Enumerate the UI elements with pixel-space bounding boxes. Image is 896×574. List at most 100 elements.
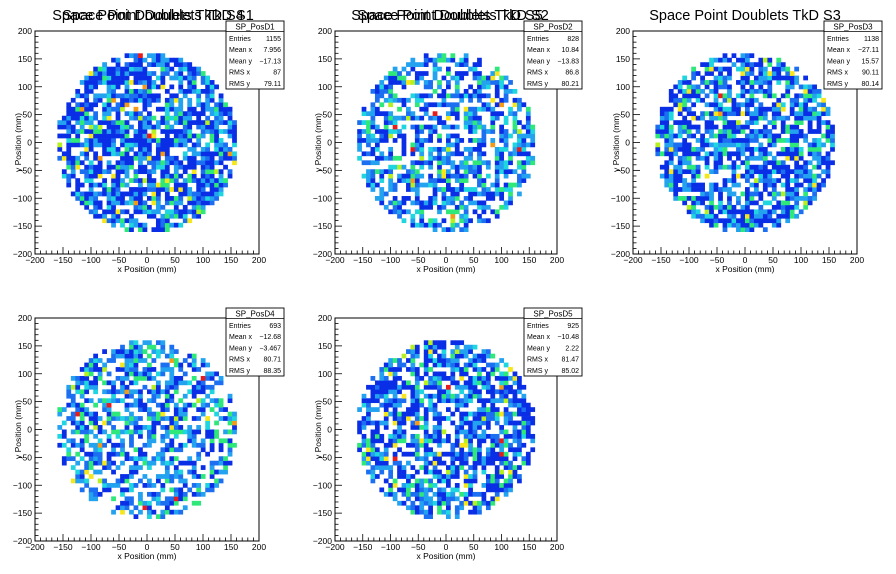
heatmap-bin [494, 164, 500, 170]
heatmap-bin [450, 164, 456, 170]
heatmap-bin [454, 398, 460, 404]
stats-value: 1138 [864, 36, 879, 43]
heatmap-bin [414, 75, 420, 81]
heatmap-bin [472, 491, 478, 497]
heatmap-bin [138, 138, 143, 143]
heatmap-bin [142, 407, 148, 412]
heatmap-bin [151, 483, 157, 488]
heatmap-bin [173, 164, 179, 170]
heatmap-bin [374, 155, 380, 161]
heatmap-bin [807, 160, 813, 166]
heatmap-bin [472, 509, 478, 515]
heatmap-bin [160, 138, 166, 143]
heatmap-bin [767, 75, 773, 81]
heatmap-bin [374, 447, 380, 453]
heatmap-bin [133, 196, 139, 201]
heatmap-bin [84, 384, 90, 390]
heatmap-bin [718, 191, 723, 197]
heatmap-bin [525, 120, 531, 125]
heatmap-bin [512, 433, 518, 439]
heatmap-bin [727, 213, 732, 219]
heatmap-bin [133, 106, 139, 112]
heatmap-bin [191, 173, 197, 179]
heatmap-bin [807, 84, 813, 90]
heatmap-bin [379, 129, 385, 134]
heatmap-bin [432, 451, 438, 457]
heatmap-bin [727, 222, 732, 228]
heatmap-bin [120, 196, 125, 201]
heatmap-bin [668, 182, 674, 188]
heatmap-bin [79, 420, 85, 426]
heatmap-bin [401, 200, 407, 206]
heatmap-bin [780, 173, 786, 179]
y-tick-label: 100 [318, 369, 332, 379]
heatmap-bin [84, 142, 90, 148]
heatmap-bin [388, 411, 394, 417]
heatmap-bin [450, 469, 456, 475]
heatmap-bin [160, 389, 166, 395]
heatmap-bin [437, 425, 442, 430]
heatmap-bin [512, 182, 518, 188]
heatmap-bin [437, 380, 442, 386]
heatmap-bin [490, 447, 496, 453]
heatmap-bin [521, 393, 527, 399]
heatmap-bin [191, 151, 197, 157]
heatmap-bin [75, 102, 81, 108]
heatmap-bin [673, 178, 679, 183]
heatmap-bin [682, 129, 688, 134]
heatmap-bin [120, 124, 125, 130]
heatmap-bin [155, 380, 161, 386]
heatmap-bins [357, 53, 536, 232]
heatmap-bin [151, 344, 157, 350]
heatmap-bin [481, 349, 487, 354]
heatmap-bin [406, 487, 411, 493]
heatmap-bin [807, 111, 813, 117]
heatmap-bin [111, 187, 116, 192]
heatmap-bin [209, 173, 215, 179]
heatmap-bin [88, 75, 94, 81]
heatmap-bin [767, 120, 773, 125]
heatmap-bin [187, 429, 193, 435]
heatmap-bin [401, 142, 407, 148]
heatmap-bin [200, 178, 206, 183]
heatmap-bin [499, 384, 505, 390]
heatmap-bin [731, 173, 737, 179]
heatmap-bin [379, 155, 385, 161]
heatmap-bin [454, 425, 460, 430]
heatmap-bin [816, 111, 822, 117]
heatmap-bin [379, 138, 385, 143]
heatmap-bin [93, 384, 99, 390]
heatmap-bin [713, 57, 719, 63]
heatmap-bin [798, 106, 804, 112]
heatmap-bin [115, 218, 121, 224]
heatmap-bin [79, 402, 85, 408]
heatmap-bin [655, 142, 661, 148]
heatmap-bin [84, 191, 90, 197]
heatmap-bin [798, 111, 804, 117]
heatmap-bin [485, 380, 491, 386]
heatmap-bin [731, 133, 737, 139]
heatmap-bin [762, 213, 768, 219]
heatmap-bin [200, 389, 206, 395]
heatmap-bin [709, 115, 714, 121]
heatmap-bin [472, 469, 478, 475]
heatmap-bin [785, 200, 791, 206]
heatmap-bin [187, 402, 193, 408]
heatmap-bin [223, 111, 228, 117]
heatmap-bin [147, 465, 152, 470]
heatmap-bin [151, 191, 157, 197]
heatmap-bin [164, 380, 170, 386]
heatmap-bin [129, 380, 134, 386]
heatmap-bin [66, 115, 72, 121]
heatmap-bin [437, 84, 442, 90]
heatmap-bin [84, 362, 90, 368]
heatmap-bin [187, 129, 193, 134]
stats-value: 1155 [266, 36, 281, 43]
heatmap-bin [414, 380, 420, 386]
heatmap-bin [191, 353, 197, 359]
heatmap-bin [196, 407, 202, 412]
heatmap-bin [93, 411, 99, 417]
heatmap-bin [147, 53, 152, 59]
heatmap-bin [414, 196, 420, 201]
